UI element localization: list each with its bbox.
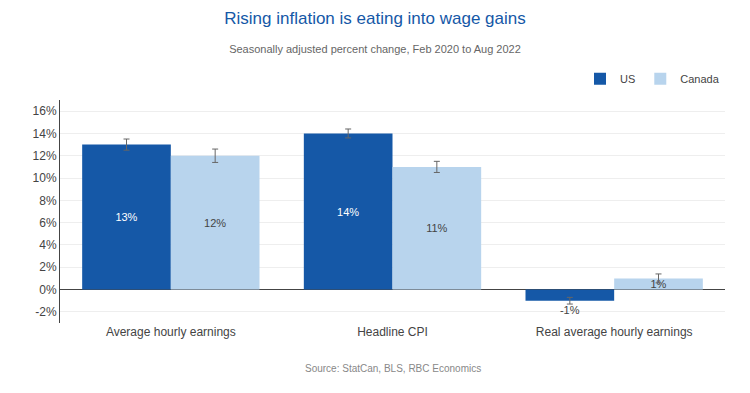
svg-text:-1%: -1%	[560, 304, 580, 316]
svg-text:6%: 6%	[39, 216, 57, 230]
svg-text:1%: 1%	[650, 278, 666, 290]
svg-text:Source: StatCan, BLS, RBC Econ: Source: StatCan, BLS, RBC Economics	[305, 363, 481, 374]
svg-text:0%: 0%	[39, 283, 57, 297]
svg-text:14%: 14%	[337, 206, 359, 218]
svg-text:2%: 2%	[39, 260, 57, 274]
svg-text:US: US	[620, 73, 635, 85]
svg-text:12%: 12%	[33, 149, 57, 163]
svg-text:Rising inflation is eating int: Rising inflation is eating into wage gai…	[224, 9, 525, 28]
svg-text:8%: 8%	[39, 194, 57, 208]
svg-text:13%: 13%	[115, 211, 137, 223]
svg-text:14%: 14%	[33, 127, 57, 141]
svg-text:Real average hourly earnings: Real average hourly earnings	[536, 325, 693, 339]
svg-text:Headline CPI: Headline CPI	[357, 325, 428, 339]
svg-text:10%: 10%	[33, 171, 57, 185]
svg-text:-2%: -2%	[35, 305, 57, 319]
svg-text:11%: 11%	[426, 222, 447, 234]
svg-text:Canada: Canada	[680, 73, 719, 85]
svg-text:4%: 4%	[39, 238, 57, 252]
svg-text:16%: 16%	[33, 104, 57, 118]
svg-text:Average hourly earnings: Average hourly earnings	[106, 325, 236, 339]
svg-text:Seasonally adjusted percent ch: Seasonally adjusted percent change, Feb …	[229, 43, 521, 55]
svg-text:12%: 12%	[204, 217, 226, 229]
